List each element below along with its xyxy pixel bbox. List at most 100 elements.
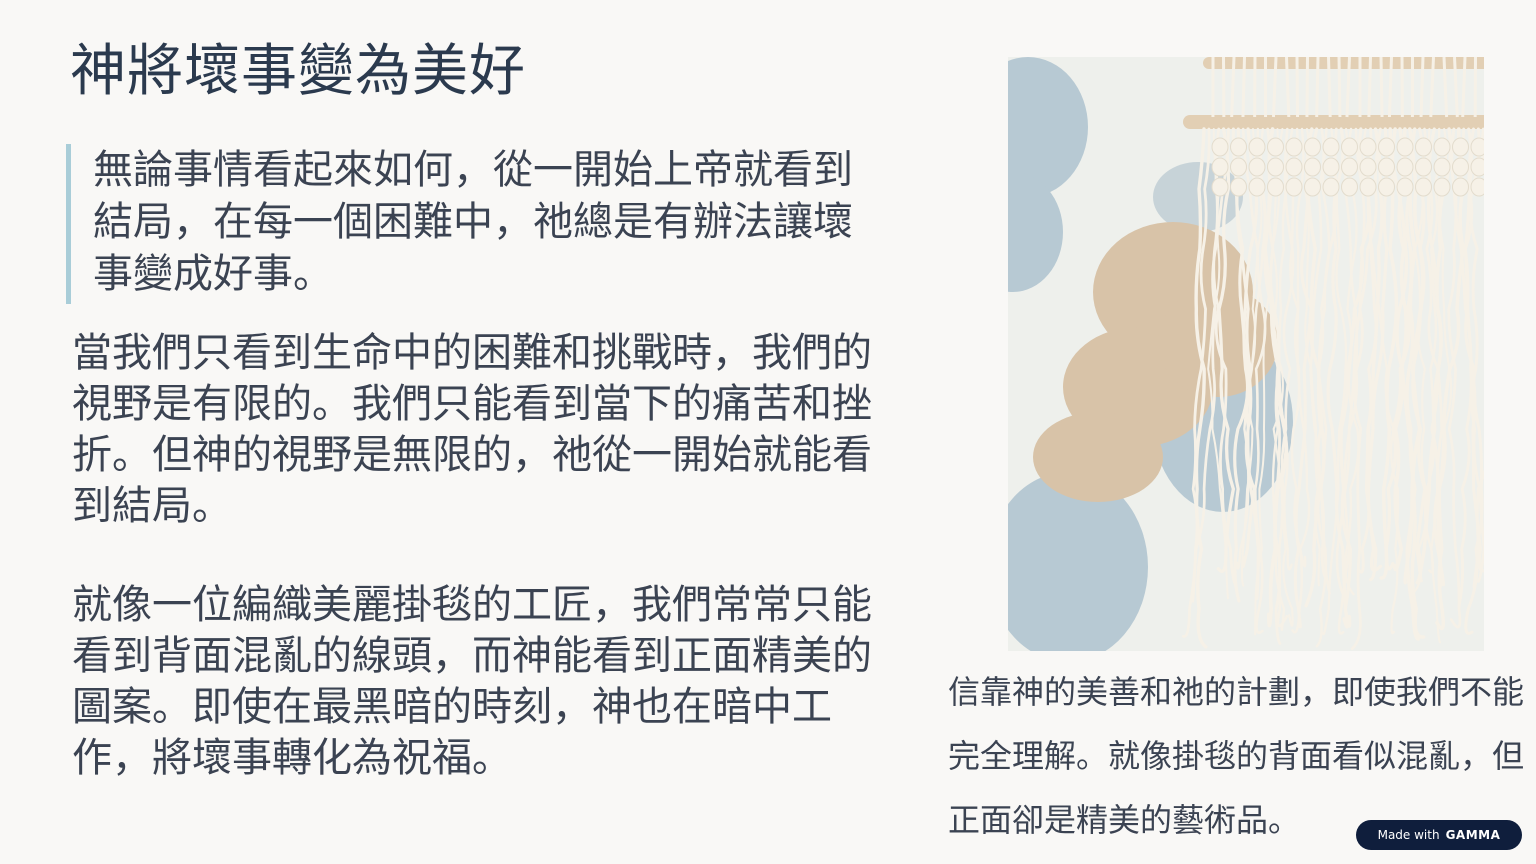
rope-strand	[1379, 127, 1399, 580]
rope-knot	[1267, 177, 1284, 197]
rope-knot	[1285, 177, 1303, 197]
rope-strand	[1194, 127, 1208, 649]
rope-strand	[1230, 57, 1236, 118]
rope-strand	[1379, 57, 1384, 118]
rope-strand	[1357, 127, 1378, 574]
rope-knot	[1341, 157, 1358, 177]
rope-strand	[1181, 127, 1230, 638]
rope-strand	[1429, 57, 1435, 118]
rope-strand	[1315, 57, 1320, 118]
rope-knot	[1359, 157, 1377, 177]
rope-knot	[1341, 137, 1358, 157]
rope-strand	[1350, 127, 1382, 651]
rope-strand	[1415, 127, 1453, 585]
rope-knot	[1452, 137, 1469, 157]
rope-knot	[1470, 157, 1484, 177]
rope-knot	[1415, 157, 1432, 177]
rope-knot	[1230, 137, 1247, 157]
rope-knot	[1396, 177, 1414, 197]
rope-knot	[1211, 177, 1229, 197]
rope-knot	[1378, 157, 1395, 177]
rope-knot	[1285, 157, 1303, 177]
rope-knot	[1433, 157, 1451, 177]
rope-strand	[1335, 127, 1366, 599]
rope-strand	[1316, 127, 1339, 585]
rope-strand	[1468, 127, 1484, 583]
rope-knot	[1433, 177, 1451, 197]
rope-knot	[1378, 177, 1395, 197]
blue-blob	[1008, 172, 1063, 292]
rope-strand	[1191, 127, 1211, 603]
rope-strand	[1327, 57, 1332, 118]
rope-knot	[1230, 157, 1247, 177]
made-with-gamma-badge[interactable]: Made with GAMMA	[1356, 820, 1522, 850]
rope-strand	[1271, 57, 1278, 118]
rope-strand	[1295, 57, 1300, 118]
macrame-image	[1008, 57, 1484, 651]
rope-knot	[1359, 177, 1377, 197]
rope-knot	[1211, 157, 1229, 177]
rope-knot	[1322, 137, 1340, 157]
rope-knot	[1470, 177, 1484, 197]
rope-knot	[1470, 137, 1484, 157]
rope-knot	[1248, 137, 1266, 157]
image-caption: 信靠神的美善和祂的計劃，即使我們不能完全理解。就像掛毯的背面看似混亂，但正面卻是…	[948, 673, 1525, 839]
rope-strand	[1216, 127, 1236, 574]
rope-strand	[1402, 127, 1420, 641]
beige-blob	[1033, 412, 1163, 502]
rope-knot	[1359, 137, 1377, 157]
macrame-illustration	[1008, 57, 1484, 651]
rope-strand	[1408, 127, 1426, 639]
rope-knot	[1378, 137, 1395, 157]
rope-knot	[1248, 157, 1266, 177]
rope-knot	[1248, 177, 1266, 197]
rope-strand	[1419, 57, 1425, 118]
rope-strand	[1447, 127, 1466, 629]
rope-knot	[1285, 137, 1303, 157]
body-paragraph-1: 當我們只看到生命中的困難和挑戰時，我們的視野是有限的。我們只能看到當下的痛苦和挫…	[72, 330, 872, 529]
body-paragraph-2: 就像一位編織美麗掛毯的工匠，我們常常只能看到背面混亂的線頭，而神能看到正面精美的…	[72, 582, 872, 781]
rope-strand	[1278, 127, 1294, 571]
rope-knot	[1304, 157, 1321, 177]
rope-strand	[1285, 57, 1291, 118]
rope-knot	[1415, 177, 1432, 197]
blockquote: 無論事情看起來如何，從一開始上帝就看到結局，在每一個困難中，祂總是有辦法讓壞事變…	[66, 144, 866, 304]
rope-strands	[1181, 57, 1484, 651]
rope-knots	[1211, 137, 1484, 197]
rope-strand	[1367, 57, 1372, 118]
rope-knot	[1267, 157, 1284, 177]
rope-strand	[1271, 127, 1294, 627]
rope-knot	[1267, 137, 1284, 157]
slide-title: 神將壞事變為美好	[70, 39, 526, 104]
rope-knot	[1322, 157, 1340, 177]
rope-strand	[1254, 128, 1281, 636]
rope-knot	[1230, 177, 1247, 197]
rope-strand	[1276, 127, 1295, 628]
rope-knot	[1304, 137, 1321, 157]
rope-strand	[1241, 57, 1246, 118]
rope-strand	[1343, 127, 1360, 596]
rope-strand	[1322, 127, 1348, 636]
rope-strand	[1305, 57, 1309, 118]
rope-knot	[1452, 177, 1469, 197]
rope-strand	[1293, 127, 1311, 568]
rope-strand	[1461, 57, 1467, 118]
blue-blob	[1008, 472, 1148, 651]
rope-knot	[1341, 177, 1358, 197]
rope-strand	[1366, 127, 1389, 582]
rope-knot	[1211, 137, 1229, 157]
rope-strand	[1472, 127, 1484, 589]
rope-strand	[1293, 127, 1319, 629]
rope-strand	[1387, 57, 1393, 118]
rope-knot	[1433, 137, 1451, 157]
badge-prefix: Made with	[1377, 828, 1440, 842]
rope-knot	[1322, 177, 1340, 197]
rope-knot	[1415, 137, 1432, 157]
rope-strand	[1337, 57, 1342, 118]
rope-strand	[1233, 127, 1259, 603]
rope-knot	[1396, 157, 1414, 177]
rope-strand	[1442, 57, 1449, 118]
rope-strand	[1345, 57, 1351, 118]
blue-blob	[1008, 57, 1088, 197]
